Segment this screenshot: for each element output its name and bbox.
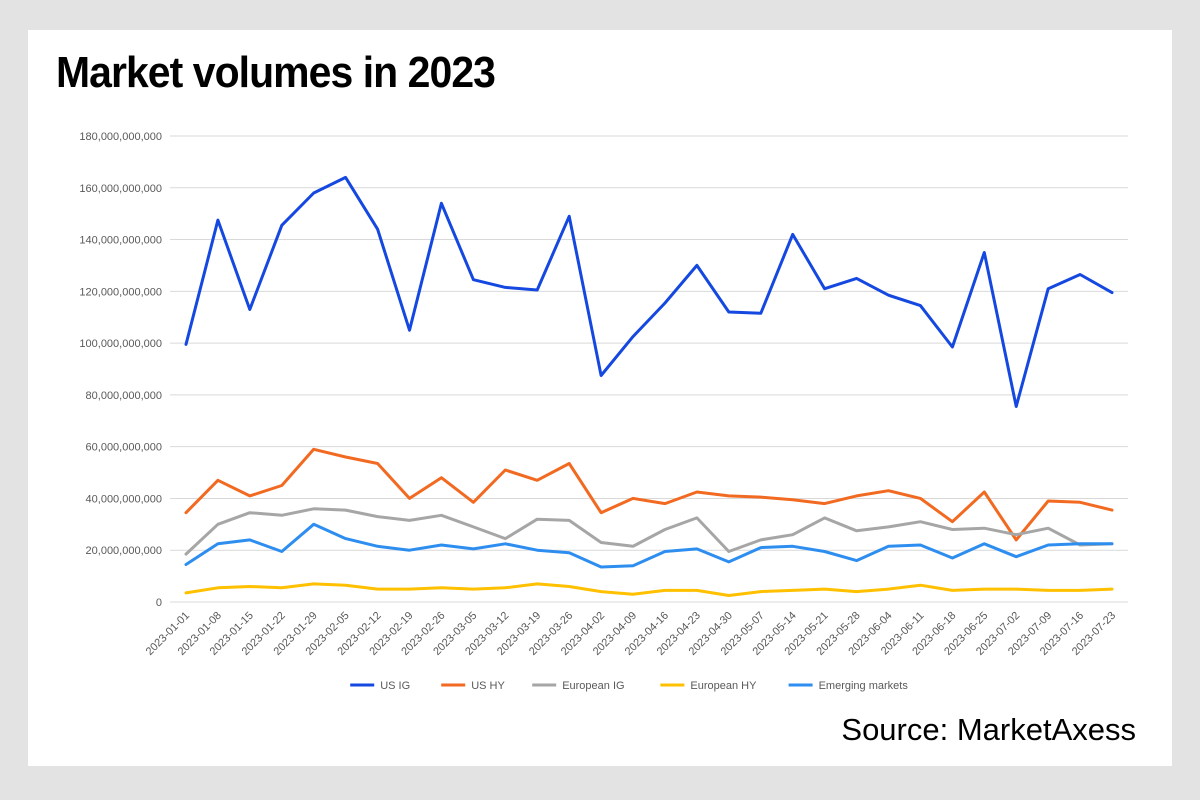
- series-line-us-ig: [184, 175, 1114, 408]
- series-line-emerging-markets: [184, 522, 1114, 569]
- y-tick-label: 180,000,000,000: [79, 131, 162, 143]
- line-chart: 0 20,000,000,000 40,000,000,000 60,000,000,…: [79, 131, 1128, 692]
- gridlines: [170, 135, 1128, 603]
- series-line-european-hy: [184, 582, 1114, 597]
- y-tick-label: 120,000,000,000: [79, 286, 162, 298]
- series-line-european-ig: [184, 507, 1114, 556]
- legend-label-us-ig: US IG: [380, 680, 410, 692]
- y-tick-label: 20,000,000,000: [86, 545, 162, 557]
- chart-title: Market volumes in 2023: [56, 48, 496, 97]
- y-tick-label: 100,000,000,000: [79, 338, 162, 350]
- legend: US IG US HY European IG European HY Emerging…: [350, 680, 908, 692]
- legend-label-european-hy: European HY: [690, 680, 757, 692]
- legend-label-european-ig: European IG: [562, 680, 624, 692]
- chart-card: Market volumes in 2023 0 20,000,000,000 40…: [28, 30, 1172, 766]
- y-tick-label: 140,000,000,000: [79, 235, 162, 247]
- legend-label-emerging-markets: Emerging markets: [819, 680, 909, 692]
- series-lines: [184, 175, 1114, 597]
- legend-label-us-hy: US HY: [471, 680, 505, 692]
- y-tick-label: 40,000,000,000: [86, 493, 162, 505]
- y-tick-label: 160,000,000,000: [79, 183, 162, 195]
- source-note: Source: MarketAxess: [841, 712, 1136, 747]
- y-tick-label: 60,000,000,000: [86, 442, 162, 454]
- x-axis-ticks: 2023-01-012023-01-082023-01-152023-01-22…: [144, 610, 1118, 658]
- y-tick-label: 80,000,000,000: [86, 390, 162, 402]
- series-line-us-hy: [184, 447, 1114, 542]
- y-axis-ticks: 0 20,000,000,000 40,000,000,000 60,000,000,…: [79, 131, 162, 609]
- y-tick-label: 0: [156, 597, 162, 609]
